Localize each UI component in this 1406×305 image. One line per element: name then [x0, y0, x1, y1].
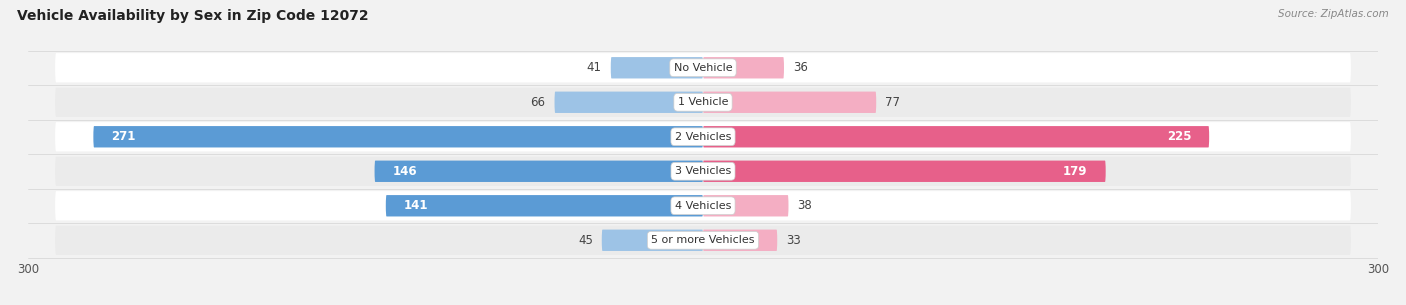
FancyBboxPatch shape	[55, 88, 1351, 117]
Text: 41: 41	[586, 61, 602, 74]
FancyBboxPatch shape	[55, 226, 1351, 255]
Text: No Vehicle: No Vehicle	[673, 63, 733, 73]
FancyBboxPatch shape	[610, 57, 703, 78]
FancyBboxPatch shape	[55, 122, 1351, 152]
Text: 66: 66	[530, 96, 546, 109]
Text: 5 or more Vehicles: 5 or more Vehicles	[651, 235, 755, 245]
Text: 179: 179	[1063, 165, 1088, 178]
Text: 271: 271	[111, 130, 136, 143]
Text: 2 Vehicles: 2 Vehicles	[675, 132, 731, 142]
Text: 45: 45	[578, 234, 593, 247]
FancyBboxPatch shape	[55, 191, 1351, 221]
FancyBboxPatch shape	[385, 195, 703, 217]
FancyBboxPatch shape	[554, 92, 703, 113]
FancyBboxPatch shape	[374, 160, 703, 182]
Text: 33: 33	[786, 234, 801, 247]
Text: 36: 36	[793, 61, 808, 74]
Text: 1 Vehicle: 1 Vehicle	[678, 97, 728, 107]
FancyBboxPatch shape	[703, 92, 876, 113]
Text: Vehicle Availability by Sex in Zip Code 12072: Vehicle Availability by Sex in Zip Code …	[17, 9, 368, 23]
FancyBboxPatch shape	[703, 195, 789, 217]
Text: Source: ZipAtlas.com: Source: ZipAtlas.com	[1278, 9, 1389, 19]
FancyBboxPatch shape	[703, 57, 785, 78]
Text: 4 Vehicles: 4 Vehicles	[675, 201, 731, 211]
Text: 146: 146	[392, 165, 418, 178]
Text: 77: 77	[886, 96, 900, 109]
FancyBboxPatch shape	[93, 126, 703, 148]
FancyBboxPatch shape	[703, 160, 1105, 182]
FancyBboxPatch shape	[602, 230, 703, 251]
FancyBboxPatch shape	[703, 126, 1209, 148]
Text: 141: 141	[404, 199, 429, 212]
FancyBboxPatch shape	[55, 156, 1351, 186]
Text: 225: 225	[1167, 130, 1191, 143]
Text: 3 Vehicles: 3 Vehicles	[675, 166, 731, 176]
FancyBboxPatch shape	[55, 53, 1351, 82]
FancyBboxPatch shape	[703, 230, 778, 251]
Text: 38: 38	[797, 199, 813, 212]
